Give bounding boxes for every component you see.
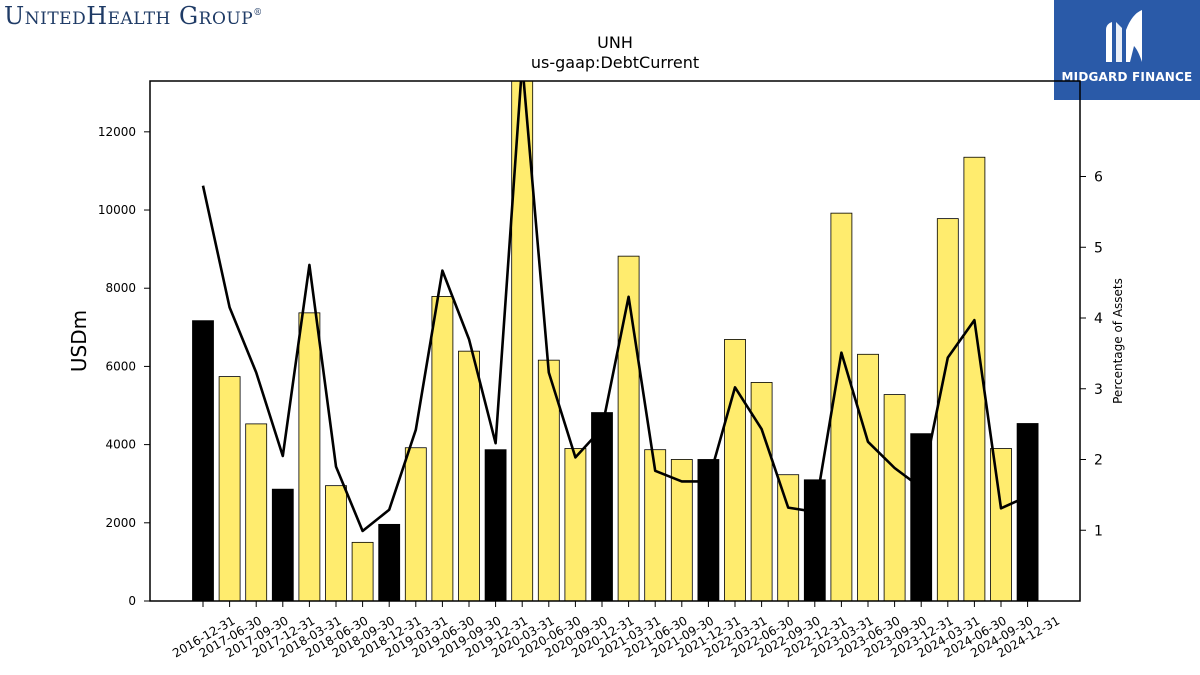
y-tick-label: 6000 — [105, 359, 136, 373]
chart-title: UNH — [597, 33, 633, 52]
bar-2020-12-31 — [591, 412, 613, 601]
bar-2024-09-30 — [990, 448, 1012, 601]
y2-tick-label: 5 — [1094, 240, 1103, 256]
y-tick-label: 8000 — [105, 281, 136, 295]
plot-area — [192, 81, 1039, 601]
bar-2022-03-31 — [724, 339, 746, 601]
y2-tick-label: 1 — [1094, 523, 1103, 539]
y2-tick-label: 3 — [1094, 382, 1103, 398]
bar-2022-12-31 — [803, 479, 826, 601]
y2-tick-label: 6 — [1094, 170, 1103, 186]
y2-axis-label: Percentage of Assets — [1111, 278, 1125, 404]
line-percentage-of-assets — [201, 81, 1029, 533]
bar-2020-09-30 — [564, 448, 587, 601]
publisher-logo: MIDGARD FINANCE — [1054, 0, 1200, 100]
bar-2017-12-31 — [271, 488, 294, 601]
y-tick-label: 10000 — [98, 203, 136, 217]
bar-2023-06-30 — [857, 353, 879, 601]
bar-2019-12-31 — [484, 449, 507, 601]
bar-2018-06-30 — [325, 485, 347, 601]
publisher-name: MIDGARD FINANCE — [1061, 70, 1193, 84]
y-tick-label: 0 — [128, 594, 136, 608]
company-logo-text: UnitedHealth Group — [4, 2, 254, 30]
company-logo: UnitedHealth Group® — [4, 2, 263, 30]
publisher-mark-icon — [1106, 10, 1142, 62]
bar-2022-09-30 — [777, 474, 800, 601]
bar-2019-03-31 — [404, 447, 427, 601]
y-tick-label: 4000 — [105, 438, 136, 452]
bar-2019-09-30 — [458, 350, 480, 601]
bar-2023-12-31 — [910, 433, 933, 601]
bar-2021-03-31 — [617, 255, 640, 601]
y-tick-label: 12000 — [98, 125, 136, 139]
bar-2017-06-30 — [218, 376, 241, 601]
bar-2024-06-30 — [963, 156, 986, 601]
bar-2016-12-31 — [192, 320, 214, 601]
bar-2023-03-31 — [830, 212, 853, 601]
bar-2022-06-30 — [750, 382, 773, 601]
bar-2020-03-31 — [511, 81, 534, 601]
bar-2018-09-30 — [351, 541, 374, 601]
bar-2021-06-30 — [644, 449, 667, 601]
bar-2017-09-30 — [245, 423, 268, 601]
chart-subtitle: us-gaap:DebtCurrent — [531, 53, 699, 72]
bar-2018-03-31 — [298, 312, 321, 601]
y2-tick-label: 4 — [1094, 311, 1103, 327]
bar-2024-12-31 — [1016, 423, 1039, 601]
y2-tick-label: 2 — [1094, 453, 1103, 469]
bar-2019-06-30 — [431, 296, 454, 601]
y-axis-label: USDm — [67, 310, 91, 372]
plot-frame — [149, 80, 1081, 602]
bar-2024-03-31 — [936, 218, 959, 601]
bar-2023-09-30 — [883, 394, 906, 601]
registered-mark: ® — [253, 8, 263, 18]
bar-2018-12-31 — [378, 523, 401, 601]
y-tick-label: 2000 — [105, 516, 136, 530]
